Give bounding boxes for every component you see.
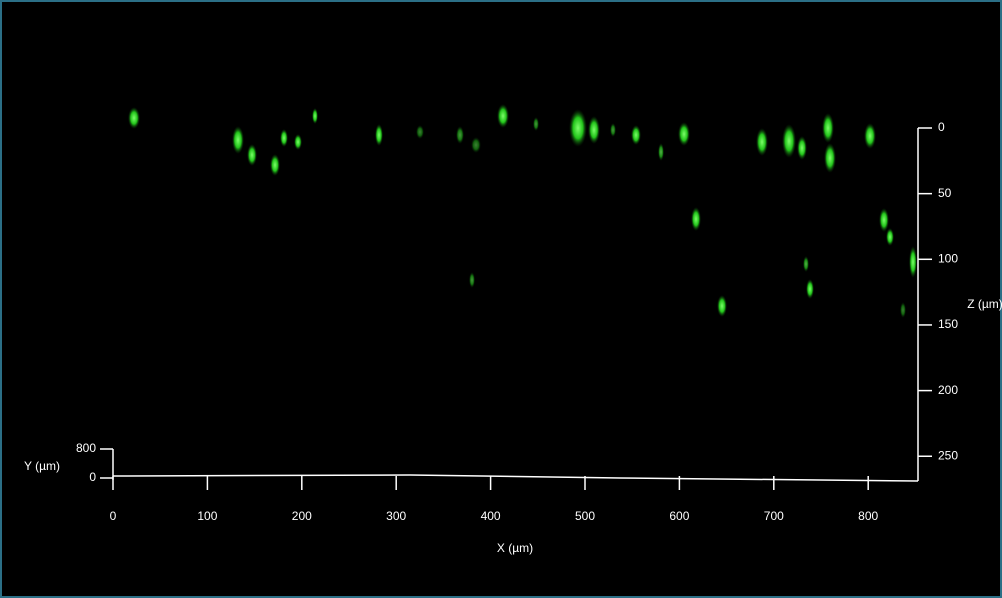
cell: [232, 126, 244, 154]
cell: [416, 125, 424, 139]
z-tick-label: 100: [938, 251, 958, 265]
cell: [497, 104, 509, 128]
cell: [631, 125, 641, 145]
cell: [756, 128, 768, 156]
x-tick-label: 200: [292, 509, 312, 523]
z-tick-label: 250: [938, 448, 958, 462]
cell: [824, 143, 836, 173]
cell: [822, 113, 834, 143]
cell: [886, 228, 894, 246]
x-tick-label: 700: [764, 509, 784, 523]
cell: [610, 123, 616, 137]
z-tick-label: 200: [938, 383, 958, 397]
cell: [569, 109, 587, 147]
cell: [909, 246, 917, 278]
z-tick-label: 150: [938, 317, 958, 331]
x-tick-label: 400: [481, 509, 501, 523]
cell: [247, 144, 257, 166]
z-axis-label: Z (µm): [967, 297, 1002, 311]
y-axis-label: Y (µm): [24, 459, 60, 473]
cell: [128, 107, 140, 129]
cell: [803, 256, 809, 272]
z-tick-label: 0: [938, 120, 945, 134]
x-tick-label: 600: [669, 509, 689, 523]
cell: [588, 116, 600, 144]
cell: [806, 279, 814, 299]
cell: [691, 207, 701, 231]
cell: [270, 154, 280, 176]
cell: [375, 124, 383, 146]
cell: [782, 124, 796, 158]
cell: [658, 143, 664, 161]
z-tick-label: 50: [938, 186, 952, 200]
cell: [678, 122, 690, 146]
cell: [312, 108, 318, 124]
cell: [280, 129, 288, 147]
cell: [797, 136, 807, 160]
y-tick-label: 0: [89, 470, 96, 484]
cell: [456, 126, 464, 144]
cell: [469, 272, 475, 288]
cell: [533, 117, 539, 131]
cell: [864, 123, 876, 149]
y-tick-label: 800: [76, 441, 96, 455]
x-axis-line: [112, 474, 919, 482]
x-tick-label: 100: [197, 509, 217, 523]
cell: [471, 137, 481, 153]
cell: [879, 208, 889, 232]
x-tick-label: 300: [386, 509, 406, 523]
cell: [717, 295, 727, 317]
cells: [128, 104, 917, 318]
x-tick-label: 0: [110, 509, 117, 523]
x-tick-label: 800: [858, 509, 878, 523]
x-tick-label: 500: [575, 509, 595, 523]
cell: [294, 134, 302, 150]
x-axis-label: X (µm): [497, 541, 533, 555]
cell: [900, 302, 906, 318]
